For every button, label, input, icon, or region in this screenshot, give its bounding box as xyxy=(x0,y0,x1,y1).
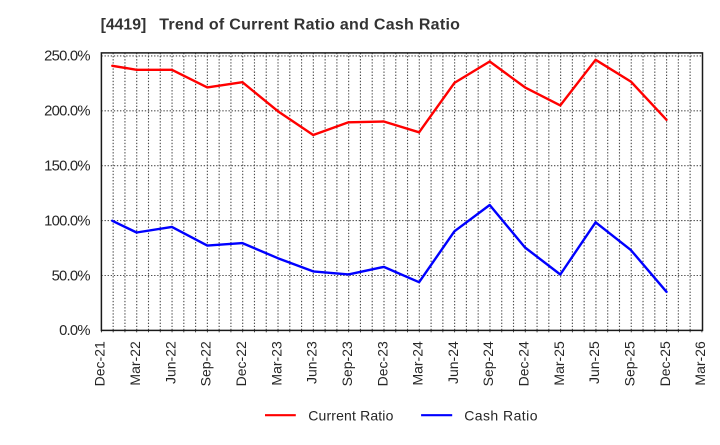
svg-text:Dec-23: Dec-23 xyxy=(374,341,390,386)
svg-text:0.0%: 0.0% xyxy=(59,323,90,339)
svg-text:Dec-22: Dec-22 xyxy=(233,341,249,386)
svg-text:50.0%: 50.0% xyxy=(52,268,91,284)
svg-text:Jun-24: Jun-24 xyxy=(445,341,461,384)
svg-text:Trend of Current Ratio and Cas: Trend of Current Ratio and Cash Ratio xyxy=(159,16,460,33)
svg-text:Jun-23: Jun-23 xyxy=(304,341,320,384)
svg-text:Sep-22: Sep-22 xyxy=(198,341,214,386)
svg-text:Sep-24: Sep-24 xyxy=(480,341,496,386)
svg-text:Mar-25: Mar-25 xyxy=(551,341,567,386)
svg-text:Sep-25: Sep-25 xyxy=(622,341,638,386)
svg-text:Current Ratio: Current Ratio xyxy=(308,408,393,424)
svg-text:100.0%: 100.0% xyxy=(44,213,90,229)
svg-text:Dec-25: Dec-25 xyxy=(657,341,673,386)
svg-text:Cash Ratio: Cash Ratio xyxy=(464,408,538,424)
svg-text:Mar-26: Mar-26 xyxy=(692,341,708,386)
svg-text:Jun-25: Jun-25 xyxy=(586,341,602,384)
svg-text:Dec-21: Dec-21 xyxy=(92,341,108,386)
svg-text:Dec-24: Dec-24 xyxy=(516,341,532,386)
svg-text:Mar-23: Mar-23 xyxy=(268,341,284,386)
svg-text:250.0%: 250.0% xyxy=(44,49,90,65)
svg-text:[4419]: [4419] xyxy=(101,16,147,33)
svg-text:Mar-24: Mar-24 xyxy=(410,341,426,386)
svg-text:Mar-22: Mar-22 xyxy=(127,341,143,386)
svg-text:Jun-22: Jun-22 xyxy=(162,341,178,384)
svg-text:Sep-23: Sep-23 xyxy=(339,341,355,386)
svg-text:200.0%: 200.0% xyxy=(44,104,90,120)
svg-text:150.0%: 150.0% xyxy=(44,159,90,175)
